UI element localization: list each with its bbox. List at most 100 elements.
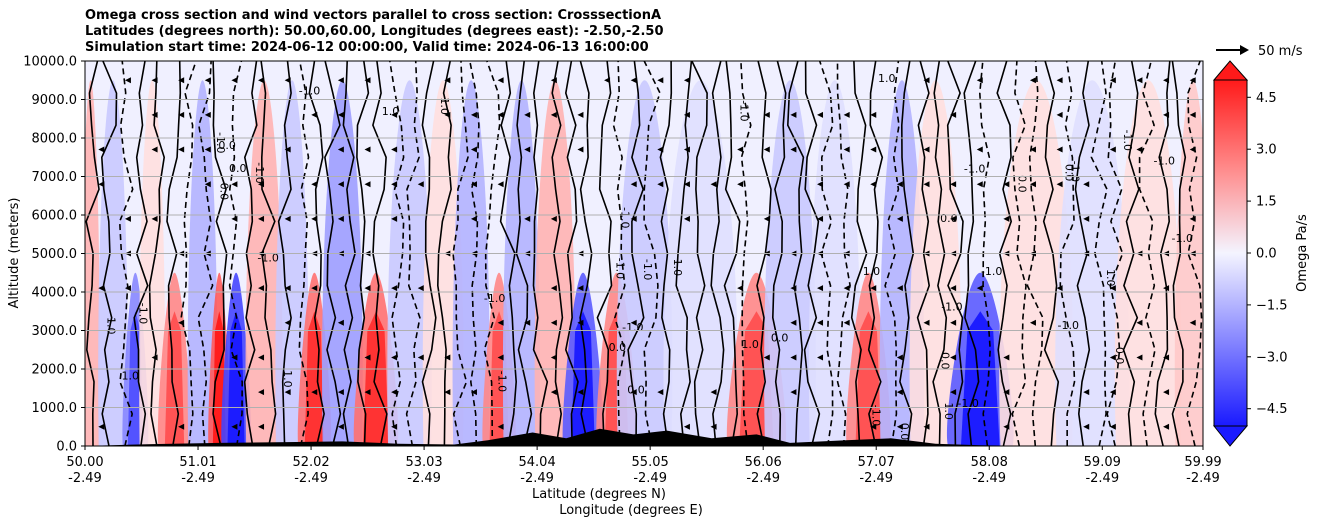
wind-vector-arrow [1056, 111, 1063, 118]
contour-label: 1.0 [1104, 269, 1117, 287]
contour-negative [612, 61, 626, 446]
wind-vector-arrow [657, 181, 664, 188]
wind-vector-arrow [391, 215, 398, 222]
wind-vector-arrow [950, 354, 957, 361]
omega-core [363, 311, 389, 446]
wind-vector-arrow [417, 354, 424, 361]
wind-vector-arrow [817, 215, 824, 222]
wind-vector-arrow [1056, 285, 1063, 292]
wind-vector-arrow [178, 423, 185, 430]
wind-vector-arrow [577, 111, 584, 118]
x-tick-label-lon: -2.49 [407, 471, 441, 486]
wind-vector-arrow [124, 215, 131, 222]
wind-vector-arrow [976, 146, 983, 153]
x-tick-label-lat: 51.01 [179, 455, 216, 470]
wind-vector-arrow [231, 354, 238, 361]
wind-vector-arrow [1003, 354, 1010, 361]
x-tick-label-lon: -2.49 [1085, 471, 1119, 486]
wind-vector-arrow [657, 77, 664, 84]
wind-vector-arrow [683, 146, 690, 153]
wind-vector-arrow [337, 215, 344, 222]
wind-vector-arrow [577, 319, 584, 326]
wind-vector-arrow [817, 285, 824, 292]
wind-vector-arrow [630, 319, 637, 326]
wind-vector-arrow [763, 215, 770, 222]
wind-vector-arrow [896, 215, 903, 222]
wind-vector-arrow [391, 423, 398, 430]
contour-negative [228, 61, 244, 446]
wind-vector-arrow [550, 77, 557, 84]
wind-vector-arrow [737, 285, 744, 292]
omega-column [245, 80, 283, 446]
wind-vector-arrow [976, 77, 983, 84]
wind-vector-arrow [391, 285, 398, 292]
wind-vector-arrow [258, 77, 265, 84]
colorbar: 4.5 3.0 1.5 0.0 −1.5 −3.0 −4.5 Omega Pa/s [1212, 60, 1310, 447]
wind-vector-arrow [524, 146, 531, 153]
wind-vector-arrow [1109, 389, 1116, 396]
contour-label: -1.0 [1172, 232, 1193, 245]
wind-vector-arrow [817, 181, 824, 188]
wind-vector-arrow [1109, 423, 1116, 430]
wind-vector-arrow [178, 146, 185, 153]
wind-vector-arrow [1189, 319, 1196, 326]
wind-vector-arrow [1029, 319, 1036, 326]
wind-vector-arrow [497, 423, 504, 430]
omega-column [764, 80, 816, 446]
wind-vector-arrow [364, 146, 371, 153]
wind-vector-arrow [470, 146, 477, 153]
wind-vector-arrow [896, 389, 903, 396]
y-tick-label: 0.0 [56, 440, 77, 455]
wind-vector-arrow [311, 285, 318, 292]
colorbar-label: Omega Pa/s [1295, 214, 1310, 292]
x-axis-label-line-2: Longitude (degrees E) [559, 503, 703, 518]
wind-vector-arrow [284, 146, 291, 153]
wind-vector-arrow [1163, 77, 1170, 84]
wind-vector-arrow [843, 285, 850, 292]
wind-vector-arrow [763, 146, 770, 153]
wind-vector-arrow [258, 285, 265, 292]
wind-vector-arrow [843, 319, 850, 326]
contour-label: 0.0 [1063, 164, 1076, 182]
contour-label: 0.0 [218, 139, 236, 152]
wind-vector-arrow [1029, 146, 1036, 153]
wind-vector-arrow [1136, 354, 1143, 361]
wind-vector-arrow [204, 77, 211, 84]
wind-vector-arrow [870, 285, 877, 292]
wind-vector-arrow [896, 285, 903, 292]
y-tick-label: 5000.0 [32, 247, 78, 262]
wind-vector-arrow [1109, 146, 1116, 153]
wind-vector-arrow [364, 181, 371, 188]
omega-column [139, 80, 166, 446]
colorbar-tick-label: −3.0 [1256, 350, 1288, 365]
contour-label: 0.0 [1015, 175, 1028, 193]
wind-vector-arrow [391, 181, 398, 188]
x-axis-label-line-1: Latitude (degrees N) [532, 487, 666, 502]
terrain-profile [85, 428, 1203, 446]
x-tick-label-lon: -2.49 [68, 471, 102, 486]
wind-vector-arrow [630, 181, 637, 188]
wind-vector-arrow [896, 354, 903, 361]
wind-vector-arrow [231, 215, 238, 222]
wind-vector-arrow [896, 423, 903, 430]
y-tick-label: 6000.0 [32, 209, 78, 224]
wind-vector-arrow [470, 215, 477, 222]
wind-vector-arrow [391, 146, 398, 153]
wind-vector-arrow [790, 389, 797, 396]
contour-label: 1.0 [281, 370, 294, 388]
x-tick-label-lon: -2.49 [1186, 471, 1220, 486]
x-tick-label-lat: 52.02 [292, 455, 329, 470]
x-tick-label-lat: 50.00 [66, 455, 103, 470]
wind-vector-arrow [790, 354, 797, 361]
wind-vector-arrow [204, 111, 211, 118]
contour-label: -1.0 [870, 405, 883, 426]
wind-vector-arrow [1003, 423, 1010, 430]
wind-vector-arrow [1003, 181, 1010, 188]
wind-vector-arrow [497, 181, 504, 188]
chart-title-line-3: Simulation start time: 2024-06-12 00:00:… [85, 40, 649, 55]
colorbar-tick-label: 4.5 [1256, 91, 1277, 106]
wind-vector-arrow [1083, 389, 1090, 396]
wind-vector-arrow [1109, 285, 1116, 292]
wind-vector-arrow [337, 111, 344, 118]
